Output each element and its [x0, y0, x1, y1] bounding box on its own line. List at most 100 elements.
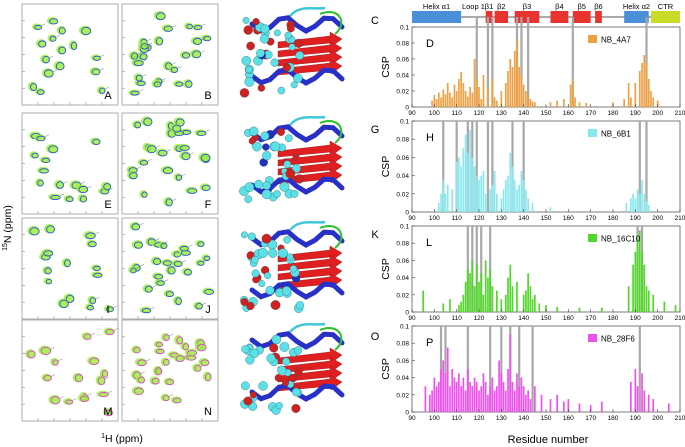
csp-bar: [529, 399, 532, 412]
loop-cyan: [289, 115, 326, 126]
peak-contour: [179, 145, 190, 151]
peak-contour: [48, 145, 59, 154]
x-tick-label: 160: [563, 110, 574, 117]
csp-bar: [507, 175, 509, 212]
csp-bar: [451, 369, 454, 412]
x-tick-label: 180: [608, 110, 619, 117]
peak-label-line: [63, 181, 68, 184]
residue-sphere: [259, 34, 270, 44]
peak-contour: [79, 395, 90, 403]
x-tick-label: 150: [541, 110, 552, 117]
csp-bar: [460, 301, 462, 312]
csp-bar: [460, 71, 462, 107]
csp-bar: [527, 198, 529, 212]
peak-contour: [155, 12, 166, 21]
csp-bar: [440, 369, 442, 412]
csp-bar: [493, 171, 496, 212]
peak-contour: [172, 124, 182, 133]
residue-sphere: [288, 43, 296, 51]
residue-sphere: [294, 38, 304, 48]
peak-label-line: [59, 396, 64, 399]
loop-cyan: [289, 6, 326, 17]
residue-sphere: [254, 179, 264, 189]
peak-contour: [89, 297, 97, 305]
csp-bar: [522, 386, 525, 412]
csp-bar: [437, 202, 440, 212]
residue-sphere: [249, 126, 259, 137]
x-tick-label: 210: [675, 110, 685, 117]
x-tick-label: 150: [541, 215, 552, 222]
residue-sphere: [265, 285, 275, 295]
residue-sphere: [293, 346, 303, 355]
spectrum-panel: N: [121, 319, 219, 422]
csp-bar: [466, 269, 469, 312]
residue-sphere: [264, 272, 272, 280]
x-tick-label: 170: [585, 110, 596, 117]
csp-bar: [518, 386, 521, 412]
x-tick-label: 150: [541, 415, 552, 422]
csp-bar: [500, 198, 503, 212]
peak-contour: [170, 66, 179, 73]
csp-bar: [656, 100, 659, 107]
csp-bar: [647, 204, 650, 212]
panel-letter: N: [204, 406, 212, 418]
peak-label-line: [202, 302, 207, 305]
peak-label-line: [181, 260, 186, 263]
residue-sphere: [268, 248, 278, 258]
peak-contour: [140, 43, 149, 50]
peak-contour: [185, 80, 193, 88]
peak-label-line: [200, 50, 205, 53]
peak-contour: [37, 179, 44, 187]
residue-sphere: [275, 402, 283, 410]
csp-bar: [643, 390, 646, 412]
peak-contour: [153, 81, 162, 88]
residue-sphere: [251, 256, 259, 264]
csp-bar: [466, 96, 469, 107]
peak-contour: [42, 55, 50, 64]
residue-sphere: [293, 73, 303, 83]
residue-axis-title: Residue number: [508, 434, 589, 446]
csp-bar: [442, 180, 445, 212]
residue-sphere: [261, 233, 272, 244]
peak-contour: [197, 260, 205, 266]
topology-label: β6: [594, 2, 603, 11]
residue-sphere: [291, 403, 301, 413]
peak-contour: [152, 257, 162, 266]
beta-strand: [277, 140, 343, 158]
residue-sphere: [246, 301, 255, 311]
topology-label: β2: [497, 2, 506, 11]
x-tick-label: 190: [630, 315, 641, 322]
peak-label-line: [171, 62, 176, 65]
peak-contour: [93, 265, 101, 271]
legend-label: NB_28F6: [601, 335, 635, 344]
peak-label-line: [172, 198, 177, 201]
peak-label-line: [87, 393, 92, 396]
residue-sphere: [294, 367, 303, 376]
residue-sphere: [262, 151, 272, 161]
residue-sphere: [283, 236, 291, 244]
csp-bar: [462, 83, 465, 107]
residue-sphere: [247, 232, 256, 241]
residue-sphere: [241, 345, 250, 354]
x-tick-label: 100: [429, 415, 440, 422]
x-tick-label: 90: [408, 315, 416, 322]
y-tick-label: 0.1: [400, 119, 409, 126]
peak-contour: [89, 357, 100, 365]
loop-cyan: [289, 220, 326, 231]
residue-sphere: [290, 190, 299, 198]
csp-bar: [636, 189, 639, 212]
x-tick-label: 200: [652, 110, 663, 117]
x-tick-label: 160: [563, 315, 574, 322]
alpha-helix: [249, 331, 345, 350]
peak-contour: [136, 80, 146, 86]
x-tick-label: 190: [630, 110, 641, 117]
peak-contour: [99, 87, 106, 94]
peak-label-line: [137, 52, 142, 55]
csp-bar: [533, 386, 536, 412]
peak-label-line: [135, 266, 141, 270]
csp-bar: [440, 97, 442, 107]
csp-bar: [480, 175, 483, 212]
x-tick-label: 140: [518, 415, 529, 422]
csp-bar: [442, 360, 445, 412]
peak-contour: [193, 25, 203, 31]
